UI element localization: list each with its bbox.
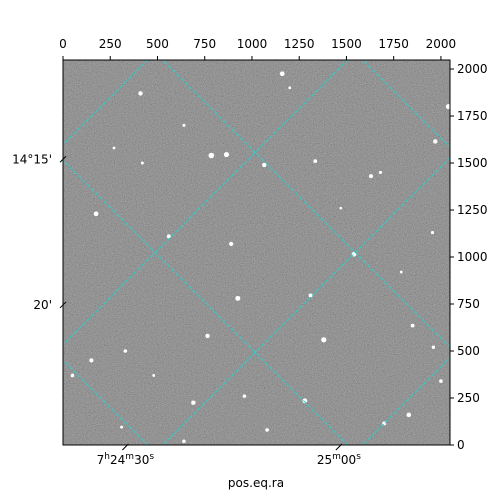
right-tick-label-0: 0 [457, 438, 465, 452]
star-9 [433, 139, 438, 144]
star-26 [182, 439, 186, 444]
star-34 [288, 86, 292, 90]
star-16 [410, 323, 415, 328]
star-17 [205, 333, 210, 339]
ra-tick-0 [122, 443, 129, 451]
coordinate-grid [63, 60, 450, 445]
star-5 [262, 162, 267, 168]
star-1 [279, 71, 285, 77]
ra-grid-line-3 [362, 357, 450, 445]
star-20 [89, 358, 94, 363]
right-tick-label-3: 750 [457, 297, 480, 311]
star-7 [369, 174, 374, 179]
star-33 [430, 230, 435, 235]
top-tick-label-2: 500 [146, 37, 169, 51]
star-0 [138, 91, 143, 96]
star-38 [339, 206, 343, 210]
right-tick-label-8: 2000 [457, 62, 488, 76]
x-axis-label: pos.eq.ra [228, 476, 284, 490]
top-pixel-axis: 0 250 500 750 1000 1250 1500 1750 2000 [59, 37, 456, 60]
right-pixel-axis: 0 250 500 750 1000 1250 1500 1750 2000 [450, 62, 488, 452]
star-36 [112, 146, 116, 150]
dec-grid-line-3 [362, 60, 450, 148]
star-37 [399, 270, 403, 274]
right-tick-label-5: 1250 [457, 203, 488, 217]
star-24 [191, 400, 196, 405]
right-tick-label-7: 1750 [457, 109, 488, 123]
top-tick-label-4: 1000 [237, 37, 268, 51]
top-tick-label-6: 1500 [331, 37, 362, 51]
star-23 [302, 398, 308, 404]
star-3 [208, 152, 215, 159]
dec-grid-line-1 [63, 159, 349, 445]
star-2 [140, 161, 144, 165]
dec-grid-line-2 [162, 60, 450, 348]
star-35 [182, 123, 186, 127]
star-22 [242, 394, 247, 398]
star-12 [229, 241, 234, 246]
star-19 [123, 349, 128, 353]
star-11 [166, 234, 171, 239]
star-14 [235, 295, 241, 301]
star-21 [70, 373, 75, 378]
star-28 [265, 428, 269, 432]
sky-image [63, 60, 450, 445]
dec-tick-1 [59, 301, 67, 309]
star-27 [120, 425, 124, 429]
star-31 [431, 345, 436, 349]
ra-grid-line-0 [63, 60, 149, 146]
dec-grid-line-0 [63, 359, 149, 445]
star-8 [445, 104, 450, 110]
star-25 [406, 412, 412, 418]
ra-tick-1 [335, 443, 343, 451]
star-4 [223, 151, 230, 158]
ra-tick-label-0: 7h24m30s [97, 452, 155, 467]
right-tick-label-2: 500 [457, 344, 480, 358]
dec-axis: 14°15' 20' [12, 152, 67, 312]
top-tick-label-1: 250 [99, 37, 122, 51]
dec-tick-label-1: 20' [33, 298, 52, 312]
right-tick-label-4: 1000 [457, 250, 488, 264]
star-10 [93, 211, 99, 217]
top-tick-label-0: 0 [59, 37, 67, 51]
ra-axis: 7h24m30s 25m00s [97, 443, 361, 467]
star-6 [313, 159, 318, 164]
star-39 [152, 374, 156, 377]
top-tick-label-7: 1750 [378, 37, 409, 51]
plot-frame [62, 59, 451, 446]
star-18 [321, 337, 327, 343]
dec-tick-0 [59, 155, 67, 163]
star-30 [439, 379, 443, 383]
stars-layer [70, 71, 450, 444]
ra-tick-label-1: 25m00s [317, 452, 361, 467]
right-tick-label-1: 250 [457, 391, 480, 405]
top-tick-label-5: 1250 [284, 37, 315, 51]
star-32 [378, 170, 383, 175]
right-tick-label-6: 1500 [457, 156, 488, 170]
top-tick-label-8: 2000 [426, 37, 457, 51]
star-15 [308, 293, 313, 298]
top-tick-label-3: 750 [193, 37, 216, 51]
dec-tick-label-0: 14°15' [12, 152, 52, 166]
